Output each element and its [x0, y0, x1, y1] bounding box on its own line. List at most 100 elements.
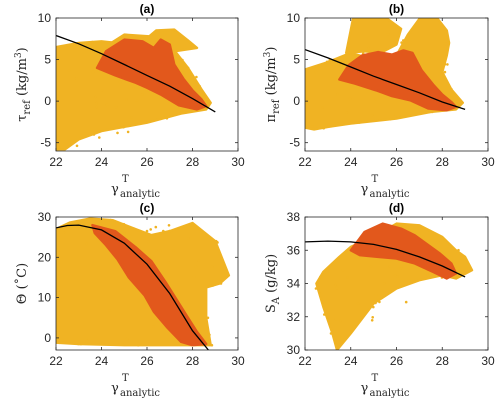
panel-b-scatter-point	[335, 78, 339, 81]
panel-c-xtick-label: 26	[140, 354, 154, 368]
panel-b-scatter-point	[450, 87, 453, 91]
panel-a-fit-curve	[56, 34, 216, 113]
panel-d-xtick-label: 24	[344, 354, 358, 368]
panel-a-scatter-point	[154, 38, 158, 41]
panel-c-scatter-point	[80, 342, 83, 346]
panel-b-scatter-point	[402, 39, 405, 42]
panel-a-scatter-point	[99, 42, 102, 45]
panel-a-xtick-label: 28	[186, 155, 200, 169]
panel-d-scatter-point	[426, 273, 429, 277]
panel-a-title: (a)	[140, 2, 155, 16]
panel-b-scatter-point	[311, 125, 314, 128]
panel-a-xtick-label: 26	[140, 155, 154, 169]
panel-a-scatter-point	[118, 80, 122, 84]
panel-c-scatter-point	[219, 282, 223, 285]
panel-a-foreground-cloud	[95, 38, 208, 111]
panel-d-xtick-label: 26	[390, 354, 404, 368]
panel-c-scatter-point	[145, 229, 149, 233]
panel-c-scatter-point	[111, 219, 114, 222]
panel-c-scatter-point	[85, 339, 89, 343]
panel-d-scatter-point	[348, 252, 352, 255]
panel-c-scatter-point	[152, 325, 155, 329]
panel-a-scatter-point	[195, 75, 198, 79]
panel-c-ylabel: Θ (˚C)	[14, 263, 30, 304]
panel-c-scatter-point	[167, 224, 171, 227]
panel-a-scatter-point	[114, 40, 118, 43]
panel-b-scatter-point	[351, 53, 355, 56]
panel-a-scatter-point	[130, 116, 133, 119]
panel-a-ytick-label: -5	[40, 136, 51, 150]
panel-c-scatter-point	[208, 333, 211, 337]
panel-b-scatter-point	[400, 41, 403, 44]
panel-d-scatter-point	[371, 316, 375, 319]
panel-c-scatter-point	[194, 265, 198, 269]
panel-b-ytick-label: 10	[287, 11, 301, 25]
panel-b-scatter-point	[348, 97, 352, 101]
panel-b-scatter-point	[374, 98, 378, 101]
panel-b-xtick-label: 26	[390, 155, 404, 169]
panel-d-ytick-label: 32	[287, 310, 301, 324]
panel-c-scatter-point	[154, 249, 158, 252]
panel-c: 22 24 26 28 30 0 10 20 30 (c) γ analytic T Θ (˚C)	[14, 201, 245, 399]
panel-c-scatter-point	[154, 225, 158, 229]
panel-d-scatter-point	[334, 317, 338, 321]
panel-b-xtick-label: 30	[481, 155, 495, 169]
panel-c-scatter-point	[85, 242, 88, 246]
panel-a-ytick-label: 10	[38, 11, 52, 25]
panel-c-scatter-point	[162, 229, 165, 233]
panel-d-scatter-point	[393, 274, 397, 277]
panel-a-scatter-point	[94, 95, 97, 99]
panel-a-scatter-point	[95, 105, 98, 109]
panel-c-xlabel-sup: T	[122, 373, 129, 384]
panel-c-scatter-point	[172, 249, 175, 252]
panel-a-scatter-point	[122, 125, 125, 129]
panel-b-xtick-label: 24	[344, 155, 358, 169]
panel-d-scatter-point	[382, 282, 386, 285]
panel-a-xtick-label: 30	[231, 155, 245, 169]
panel-c-scatter-point	[149, 228, 152, 231]
panel-d-ytick-label: 36	[287, 243, 301, 257]
panel-b-scatter-point	[407, 34, 410, 37]
panel-d-scatter-point	[370, 319, 374, 322]
panel-c-scatter-point	[197, 259, 200, 263]
panel-c-scatter-point	[109, 218, 112, 222]
panel-d: 22 24 26 28 30 30 32 34 36 38 (d) γ analytic T SA (g/k…	[264, 201, 495, 399]
panel-b-fit-curve	[305, 48, 466, 111]
panel-b-scatter-point	[388, 117, 392, 121]
panel-d-scatter-point	[335, 286, 339, 290]
panel-c-scatter-point	[122, 222, 126, 226]
panel-b-scatter-point	[367, 46, 370, 50]
panel-c-xtick-label: 24	[95, 354, 109, 368]
panel-d-scatter-point	[378, 300, 381, 304]
panel-a-scatter-point	[132, 86, 135, 90]
panel-d-xlabel-sub: analytic	[370, 388, 410, 399]
panel-b-scatter-point	[336, 92, 339, 96]
panel-b-scatter-point	[370, 114, 374, 117]
panel-d-scatter-point	[402, 224, 405, 228]
panel-a-scatter-point	[93, 132, 96, 135]
panel-c-scatter-point	[207, 341, 210, 344]
panel-c-ytick-label: 0	[44, 331, 51, 345]
panel-c-title: (c)	[140, 201, 155, 215]
panel-d-scatter-point	[399, 267, 402, 270]
panel-c-xlabel-sub: analytic	[120, 388, 160, 399]
panel-c-scatter-point	[62, 231, 66, 234]
panel-c-scatter-point	[167, 261, 171, 264]
panel-d-scatter-point	[374, 293, 378, 297]
panel-a-ytick-label: 0	[44, 94, 51, 108]
panel-a-xtick-label: 22	[49, 155, 63, 169]
panel-c-scatter-point	[57, 300, 60, 304]
panel-b-xtick-label: 22	[298, 155, 312, 169]
panel-d-scatter-point	[436, 240, 440, 244]
panel-b-scatter-point	[325, 60, 329, 64]
panel-c-scatter-point	[128, 234, 132, 238]
panel-b-scatter-point	[435, 30, 439, 34]
panel-d-scatter-point	[360, 316, 363, 320]
panel-a-xlabel-sub: analytic	[120, 189, 160, 200]
panel-a-xlabel-sup: T	[122, 174, 129, 185]
panel-d-scatter-point	[374, 301, 377, 305]
panel-d-scatter-point	[371, 300, 375, 304]
panel-b-scatter-point	[443, 70, 447, 74]
panel-d-scatter-point	[356, 302, 360, 305]
